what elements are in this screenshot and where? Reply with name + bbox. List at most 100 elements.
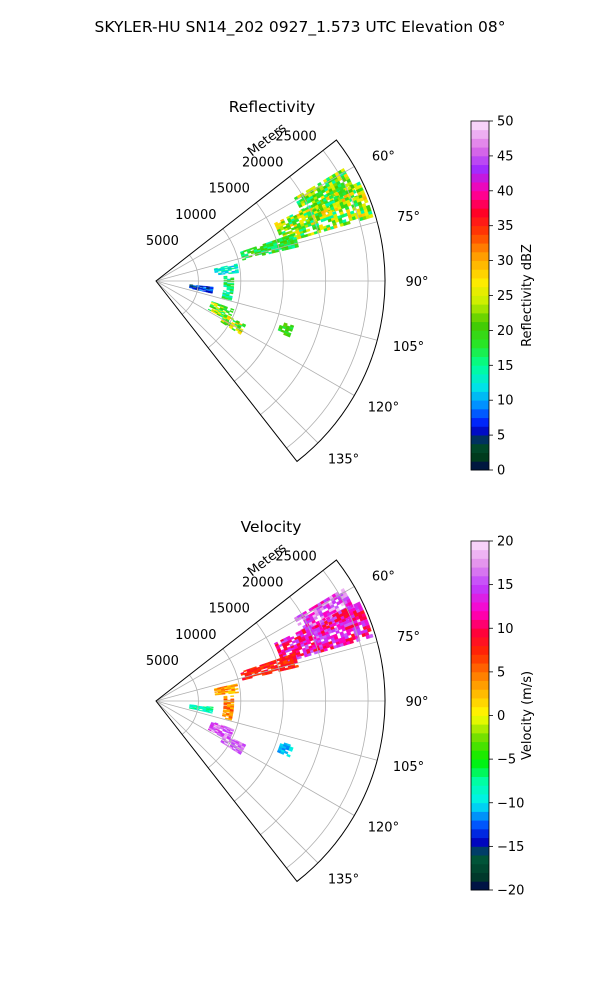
azimuth-gridline (155, 221, 378, 282)
echo-cell-region-2 (268, 671, 273, 675)
echo-cell-region-1 (368, 633, 374, 639)
echo-cell-region-3 (233, 684, 239, 687)
echo-cell-region-2 (268, 251, 273, 255)
colorbar-band (471, 593, 489, 603)
echo-cell-region-6 (228, 313, 233, 317)
echo-cell-region-7 (223, 322, 228, 326)
colorbar-band (471, 321, 489, 331)
colorbar-band (471, 426, 489, 436)
velocity-grid (155, 570, 385, 869)
echo-cell-region-5 (198, 709, 203, 712)
colorbar-band (471, 689, 489, 699)
azimuth-gridline (155, 700, 319, 864)
echo-cell-region-4 (230, 278, 235, 281)
colorbar-band (471, 374, 489, 384)
colorbar-band (471, 636, 489, 647)
echo-cell-region-3 (234, 266, 239, 270)
velocity-panel: Velocity 5000 10000 15000 20000 25000 60° 75°… (146, 518, 429, 888)
colorbar-band (471, 356, 489, 366)
velocity-sector-frame (155, 559, 386, 883)
echo-cell-region-1 (305, 228, 311, 233)
colorbar-tick-label: 45 (497, 149, 514, 164)
reflectivity-title: Reflectivity (229, 98, 316, 116)
colorbar-band (471, 339, 489, 349)
colorbar-tick-label: 50 (497, 115, 514, 130)
echo-cell-region-3 (224, 691, 229, 694)
velocity-range-ticks: 5000 10000 15000 20000 25000 (146, 549, 317, 668)
echo-cell-region-0 (313, 616, 318, 621)
echo-cell-region-2 (294, 664, 299, 669)
colorbar-band (471, 602, 489, 612)
colorbar-tick-label: 5 (497, 429, 505, 444)
echo-cell-region-4 (229, 292, 234, 295)
echo-cell-region-4 (228, 298, 233, 301)
colorbar-tick-label: −5 (497, 753, 516, 768)
range-gridline (207, 648, 242, 769)
echo-cell-region-0 (297, 621, 302, 627)
echo-cell-region-1 (290, 636, 295, 640)
colorbar-band (471, 391, 489, 401)
colorbar-band (471, 767, 489, 777)
colorbar-band (471, 147, 489, 157)
sector-outline (155, 559, 386, 883)
echo-cell-region-6 (230, 308, 235, 311)
range-gridline (286, 150, 369, 449)
velocity-azimuth-ticks: 60° 75° 90° 105° 120° 135° (328, 569, 429, 887)
colorbar-band (471, 872, 489, 882)
echo-cell-region-6 (229, 310, 234, 313)
colorbar-band (471, 461, 489, 471)
azimuth-gridline (155, 166, 355, 282)
colorbar-band (471, 663, 489, 673)
colorbar-band (471, 654, 489, 664)
echo-cell-region-5 (192, 286, 197, 288)
colorbar-band (471, 645, 489, 655)
reflectivity-range-ticks: 5000 10000 15000 20000 25000 (146, 129, 317, 248)
colorbar-band (471, 260, 489, 270)
echo-cell-region-1 (363, 198, 369, 204)
colorbar-band (471, 435, 489, 445)
range-gridline (181, 674, 199, 735)
colorbar-tick-label: −20 (497, 884, 524, 899)
echo-cell-region-1 (307, 652, 312, 657)
colorbar-band (471, 330, 489, 340)
colorbar-band (471, 400, 489, 410)
azimuth-gridline (155, 700, 355, 816)
colorbar-tick-label: 25 (497, 289, 514, 304)
colorbar-band (471, 732, 489, 743)
range-tick-label: 15000 (209, 602, 250, 617)
colorbar-band (471, 251, 489, 262)
colorbar-band (471, 208, 489, 218)
echo-cell-region-5 (192, 706, 197, 708)
colorbar-band (471, 278, 489, 288)
echo-cell-region-5 (202, 285, 207, 288)
reflectivity-colorbar-label: Reflectivity dBZ (520, 244, 535, 347)
echo-cell-region-1 (349, 639, 354, 645)
colorbar-band (471, 173, 489, 183)
echo-cell-region-6 (229, 729, 234, 732)
colorbar-tick-label: 10 (497, 394, 514, 409)
colorbar-band (471, 408, 489, 419)
echo-cell-region-3 (214, 691, 219, 693)
colorbar-tick-label: 10 (497, 622, 514, 637)
echo-cell-region-1 (323, 647, 328, 652)
echo-cell-region-4 (221, 714, 226, 718)
azimuth-tick-label: 135° (328, 453, 359, 468)
echo-cell-region-3 (231, 271, 236, 274)
echo-cell-region-3 (218, 273, 223, 276)
azimuth-tick-label: 105° (393, 760, 424, 775)
echo-cell-region-7 (231, 327, 236, 332)
azimuth-tick-label: 60° (372, 569, 395, 584)
colorbar-band (471, 243, 489, 253)
range-tick-label: 5000 (146, 234, 179, 249)
range-gridline (260, 596, 326, 835)
azimuth-tick-label: 120° (368, 821, 399, 836)
echo-cell-region-3 (228, 692, 233, 695)
echo-cell-region-3 (230, 265, 235, 268)
colorbar-tick-label: 35 (497, 219, 514, 234)
colorbar-tick-label: 5 (497, 665, 505, 680)
colorbar-tick-label: −15 (497, 840, 524, 855)
range-tick-label: 10000 (175, 628, 216, 643)
colorbar-band (471, 199, 489, 209)
colorbar-tick-label: 30 (497, 254, 514, 269)
colorbar-tick-label: 0 (497, 464, 505, 479)
